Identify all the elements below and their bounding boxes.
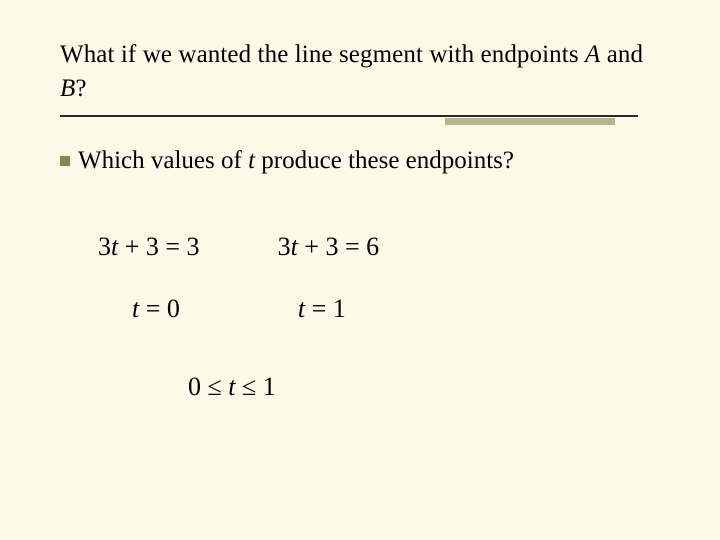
eq-text: 3 bbox=[278, 232, 291, 261]
title-text-2: and bbox=[600, 41, 643, 68]
eq-var-t: t bbox=[228, 372, 235, 401]
underline-olive bbox=[445, 118, 615, 125]
slide: What if we wanted the line segment with … bbox=[0, 0, 720, 540]
eq-text: 3 bbox=[98, 232, 111, 261]
title-text-3: ? bbox=[75, 75, 86, 102]
equation-3: 0 ≤ t ≤ 1 bbox=[188, 372, 276, 402]
equation-1-right: 3t + 3 = 6 bbox=[278, 232, 380, 262]
bullet-square-icon bbox=[60, 156, 70, 166]
equation-2-left: t = 0 bbox=[132, 294, 180, 324]
math-row-1: 3t + 3 = 3 3t + 3 = 6 bbox=[60, 232, 660, 262]
eq-text: = 0 bbox=[139, 294, 180, 323]
body-row: Which values of t produce these endpoint… bbox=[60, 145, 660, 178]
title-underline bbox=[60, 111, 660, 123]
math-area: 3t + 3 = 3 3t + 3 = 6 t = 0 t = 1 0 ≤ t … bbox=[60, 232, 660, 402]
body-pre-t: Which values of bbox=[78, 147, 248, 174]
eq-text: + 3 = 6 bbox=[298, 232, 379, 261]
math-row-3: 0 ≤ t ≤ 1 bbox=[60, 372, 660, 402]
math-row-2: t = 0 t = 1 bbox=[60, 294, 660, 324]
body-var-t: t bbox=[248, 147, 255, 174]
eq-var-t: t bbox=[291, 232, 298, 261]
eq-text: ≤ 1 bbox=[236, 372, 276, 401]
eq-text: = 1 bbox=[305, 294, 346, 323]
equation-1-left: 3t + 3 = 3 bbox=[98, 232, 200, 262]
equation-2-right: t = 1 bbox=[298, 294, 346, 324]
title-var-a: A bbox=[585, 41, 600, 68]
body-post-t: produce these endpoints? bbox=[255, 147, 514, 174]
title-text-1: What if we wanted the line segment with … bbox=[60, 41, 585, 68]
eq-text: 0 ≤ bbox=[188, 372, 228, 401]
body-text: Which values of t produce these endpoint… bbox=[78, 145, 514, 178]
title-var-b: B bbox=[60, 75, 75, 102]
eq-text: + 3 = 3 bbox=[118, 232, 199, 261]
slide-title: What if we wanted the line segment with … bbox=[60, 38, 660, 106]
